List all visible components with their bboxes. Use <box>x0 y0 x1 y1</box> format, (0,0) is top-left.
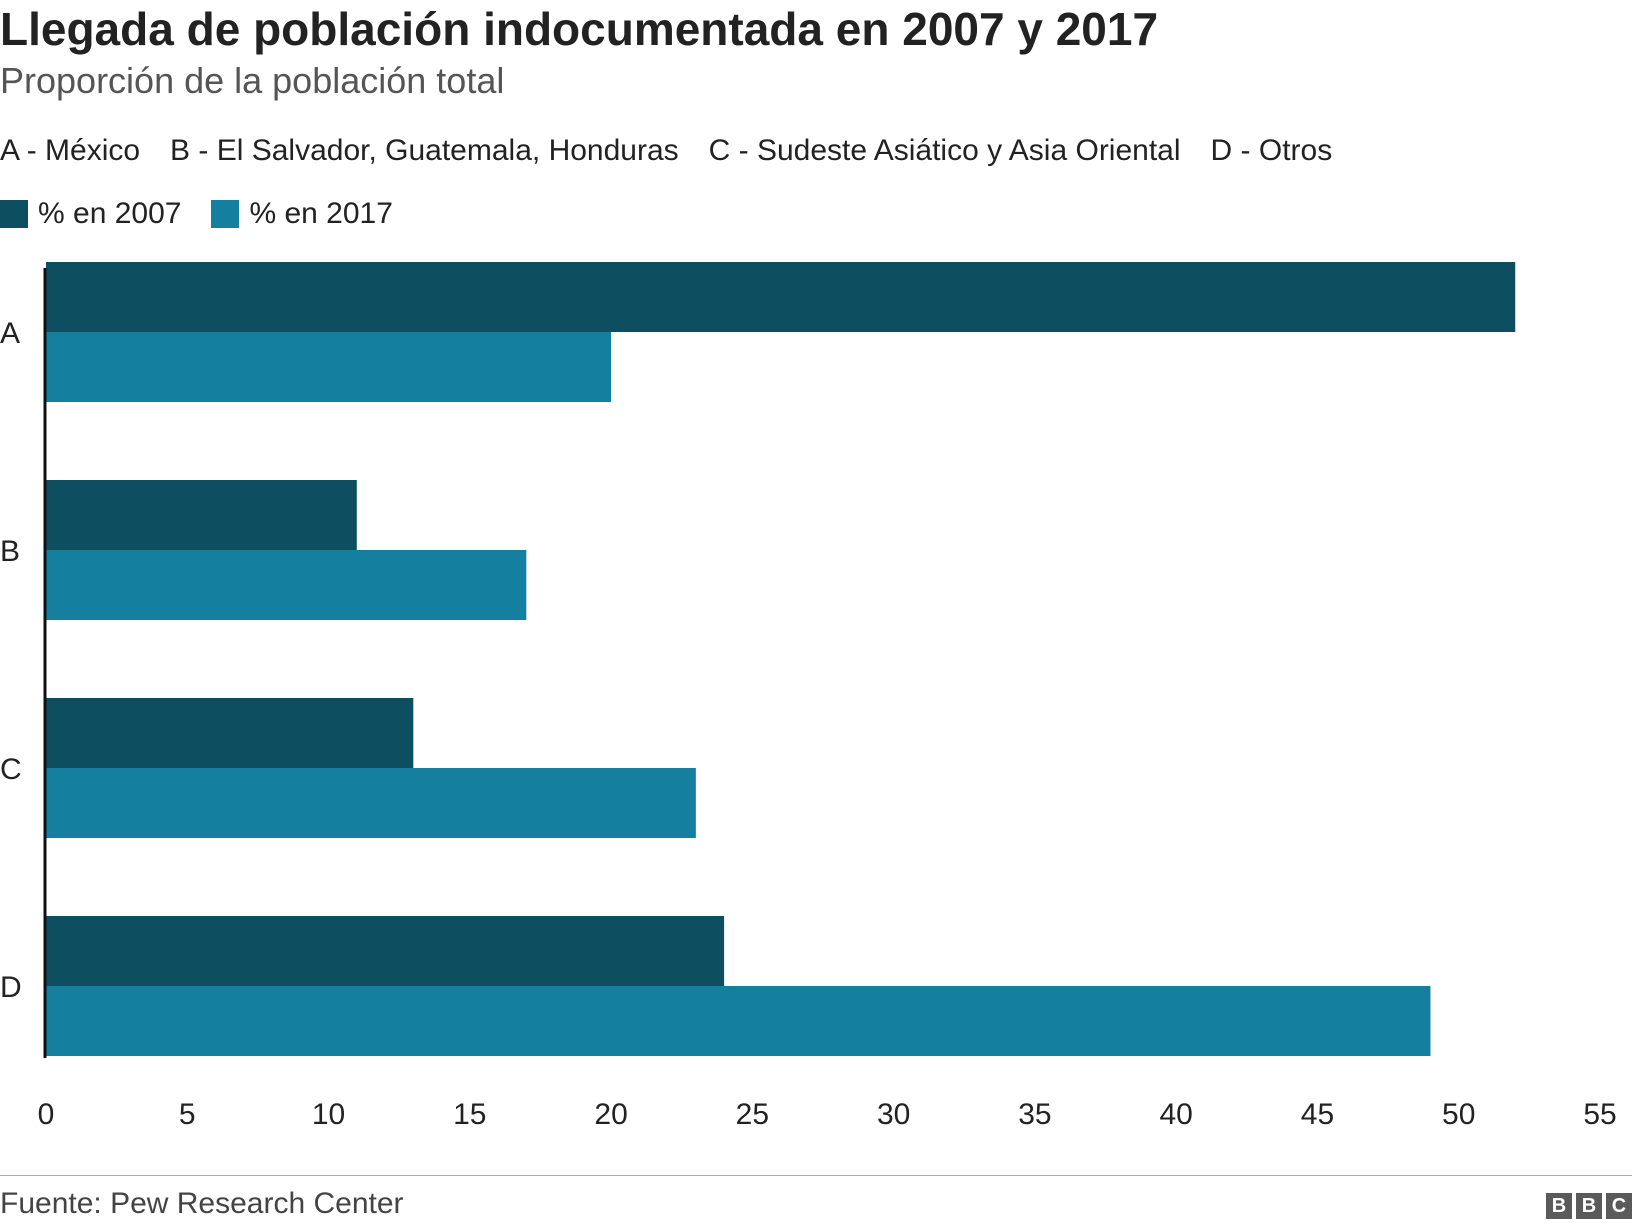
category-key-a: A - México <box>0 134 141 167</box>
x-tick-label: 55 <box>1583 1098 1616 1131</box>
x-tick-label: 15 <box>453 1098 486 1131</box>
bar-a-2007 <box>46 262 1516 332</box>
category-label: A <box>0 317 20 350</box>
x-tick-label: 0 <box>38 1098 55 1131</box>
category-label: D <box>0 971 22 1004</box>
bar-a-2017 <box>46 332 612 402</box>
x-tick-label: 25 <box>736 1098 769 1131</box>
x-tick-label: 20 <box>594 1098 627 1131</box>
bar-c-2007 <box>46 698 414 768</box>
legend-swatch-2017 <box>211 200 240 228</box>
legend-swatch-2007 <box>0 200 28 228</box>
x-tick-label: 5 <box>179 1098 196 1131</box>
bar-b-2017 <box>46 550 527 620</box>
bar-d-2017 <box>46 986 1431 1056</box>
x-tick-label: 10 <box>312 1098 345 1131</box>
bbc-logo-letter: B <box>1546 1193 1572 1219</box>
category-key-d: D - Otros <box>1210 134 1333 167</box>
bar-b-2007 <box>46 480 357 550</box>
chart-subtitle: Proporción de la población total <box>0 60 505 101</box>
legend-label-2017: % en 2017 <box>249 197 393 230</box>
x-tick-label: 40 <box>1159 1098 1192 1131</box>
category-key: A - México B - El Salvador, Guatemala, H… <box>0 134 1362 168</box>
x-tick-label: 50 <box>1442 1098 1475 1131</box>
bbc-logo-letter: C <box>1606 1193 1632 1219</box>
category-key-b: B - El Salvador, Guatemala, Honduras <box>170 134 679 167</box>
legend: % en 2007 % en 2017 <box>0 197 423 231</box>
legend-item-2007: % en 2007 <box>0 197 181 231</box>
footer-divider <box>0 1175 1632 1176</box>
bbc-logo: B B C <box>1542 1193 1632 1219</box>
legend-label-2007: % en 2007 <box>38 197 182 230</box>
bar-d-2007 <box>46 916 725 986</box>
category-label: B <box>0 535 20 568</box>
legend-item-2017: % en 2017 <box>211 197 393 231</box>
chart-title: Llegada de población indocumentada en 20… <box>0 3 1159 55</box>
bar-chart: A B C D 0 5 10 15 20 25 30 35 40 45 50 55 <box>0 262 1617 1131</box>
bbc-logo-letter: B <box>1576 1193 1602 1219</box>
category-label: C <box>0 753 22 786</box>
bar-c-2017 <box>46 768 696 838</box>
source-note: Fuente: Pew Research Center <box>0 1187 404 1220</box>
x-tick-label: 45 <box>1301 1098 1334 1131</box>
x-tick-label: 35 <box>1018 1098 1051 1131</box>
category-key-c: C - Sudeste Asiático y Asia Oriental <box>708 134 1181 167</box>
x-tick-label: 30 <box>877 1098 910 1131</box>
